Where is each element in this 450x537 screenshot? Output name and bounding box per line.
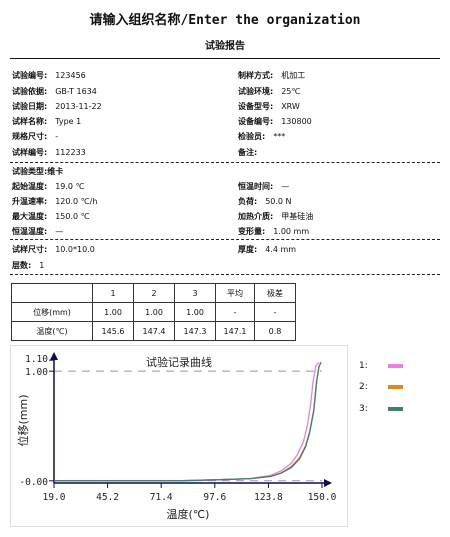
table-header-cell: 极差 [254, 283, 296, 303]
table-header-row: 1 2 3 平均 极差 [11, 283, 296, 303]
legend-label: 3: [359, 404, 368, 414]
legend-swatch [388, 385, 403, 389]
table-cell: 145.6 [92, 321, 134, 341]
info-row: 试验环境: 25℃ [238, 87, 301, 96]
param-row: 负荷: 50.0 N [238, 197, 292, 206]
table-cell: 1.00 [92, 302, 134, 322]
info-row: 备注: [238, 148, 258, 157]
table-cell: 147.3 [174, 321, 216, 341]
param-row: 恒温温度: — [12, 227, 64, 236]
table-cell: 1.00 [133, 302, 175, 322]
specimen-layers: 层数: 1 [12, 261, 45, 270]
x-tick-label: 123.8 [254, 492, 283, 503]
legend-label: 1: [359, 361, 368, 371]
table-header-cell: 1 [92, 283, 134, 303]
chart-panel: 试验记录曲线 1.10 1.00 -0.00 19.0 45.2 71.4 97.6 123.8… [10, 345, 348, 527]
table-header-cell: 3 [174, 283, 216, 303]
chart-title: 试验记录曲线 [146, 355, 212, 369]
info-row: 制样方式: 机加工 [238, 71, 306, 80]
info-row: 检验员: *** [238, 132, 286, 141]
section-divider [10, 162, 440, 163]
y-tick-label: 1.00 [25, 367, 48, 378]
table-header-cell [11, 283, 93, 303]
table-cell: 1.00 [174, 302, 216, 322]
param-row: 加热介质: 甲基硅油 [238, 212, 314, 221]
results-table: 1 2 3 平均 极差 位移(mm) 1.00 1.00 1.00 - - 温度… [11, 283, 296, 341]
legend-swatch [388, 364, 403, 368]
info-row: 试验依据: GB-T 1634 [12, 87, 97, 96]
x-tick-label: 71.4 [150, 492, 173, 503]
section-divider [10, 239, 440, 240]
param-row: 恒温时间: — [238, 182, 290, 191]
param-row: 升温速率: 120.0 ℃/h [12, 197, 98, 206]
info-row: 试样编号: 112233 [12, 148, 86, 157]
y-axis-label: 位移(mm) [16, 394, 30, 446]
x-tick-label: 150.0 [308, 492, 337, 503]
series-line-3 [54, 362, 322, 482]
info-row: 试样名称: Type 1 [12, 117, 82, 126]
x-axis-arrow [324, 479, 332, 487]
x-tick-label: 45.2 [96, 492, 119, 503]
y-tick-label: 1.10 [25, 354, 48, 365]
report-subtitle: 试验报告 [205, 41, 245, 52]
x-tick-label: 19.0 [43, 492, 66, 503]
legend-label: 2: [359, 382, 368, 392]
table-row: 温度(℃) 145.6 147.4 147.3 147.1 0.8 [11, 321, 296, 341]
table-cell: - [215, 302, 255, 322]
table-cell: - [254, 302, 296, 322]
displacement-temperature-chart: 试验记录曲线 1.10 1.00 -0.00 19.0 45.2 71.4 97.6 123.8… [16, 352, 337, 521]
info-row: 设备编号: 130800 [238, 117, 312, 126]
table-cell: 147.4 [133, 321, 175, 341]
x-axis-label: 温度(℃) [167, 507, 210, 521]
specimen-thickness: 厚度: 4.4 mm [238, 245, 297, 254]
table-cell: 位移(mm) [11, 302, 93, 322]
x-tick-label: 97.6 [203, 492, 226, 503]
info-row: 设备型号: XRW [238, 102, 300, 111]
table-row: 位移(mm) 1.00 1.00 1.00 - - [11, 302, 296, 322]
report-org-title: 请输入组织名称/Enter the organization [89, 13, 361, 28]
series-line-1 [54, 361, 320, 482]
info-row: 试验日期: 2013-11-22 [12, 102, 102, 111]
info-row: 试验编号: 123456 [12, 71, 86, 80]
specimen-size: 试样尺寸: 10.0*10.0 [12, 245, 95, 254]
series-line-2 [54, 362, 322, 482]
param-row: 变形量: 1.00 mm [238, 227, 310, 236]
legend-swatch [388, 407, 403, 411]
table-cell: 温度(℃) [11, 321, 93, 341]
y-tick-label: -0.00 [19, 477, 48, 488]
table-cell: 0.8 [254, 321, 296, 341]
table-header-cell: 平均 [215, 283, 255, 303]
y-axis-arrow [50, 352, 58, 360]
param-row: 最大温度: 150.0 ℃ [12, 212, 90, 221]
section-divider [10, 274, 440, 275]
table-header-cell: 2 [133, 283, 175, 303]
info-row: 规格尺寸: - [12, 132, 59, 141]
param-row: 试验类型:维卡 [12, 167, 64, 176]
table-cell: 147.1 [215, 321, 255, 341]
param-row: 起始温度: 19.0 ℃ [12, 182, 85, 191]
header-divider [10, 58, 440, 59]
